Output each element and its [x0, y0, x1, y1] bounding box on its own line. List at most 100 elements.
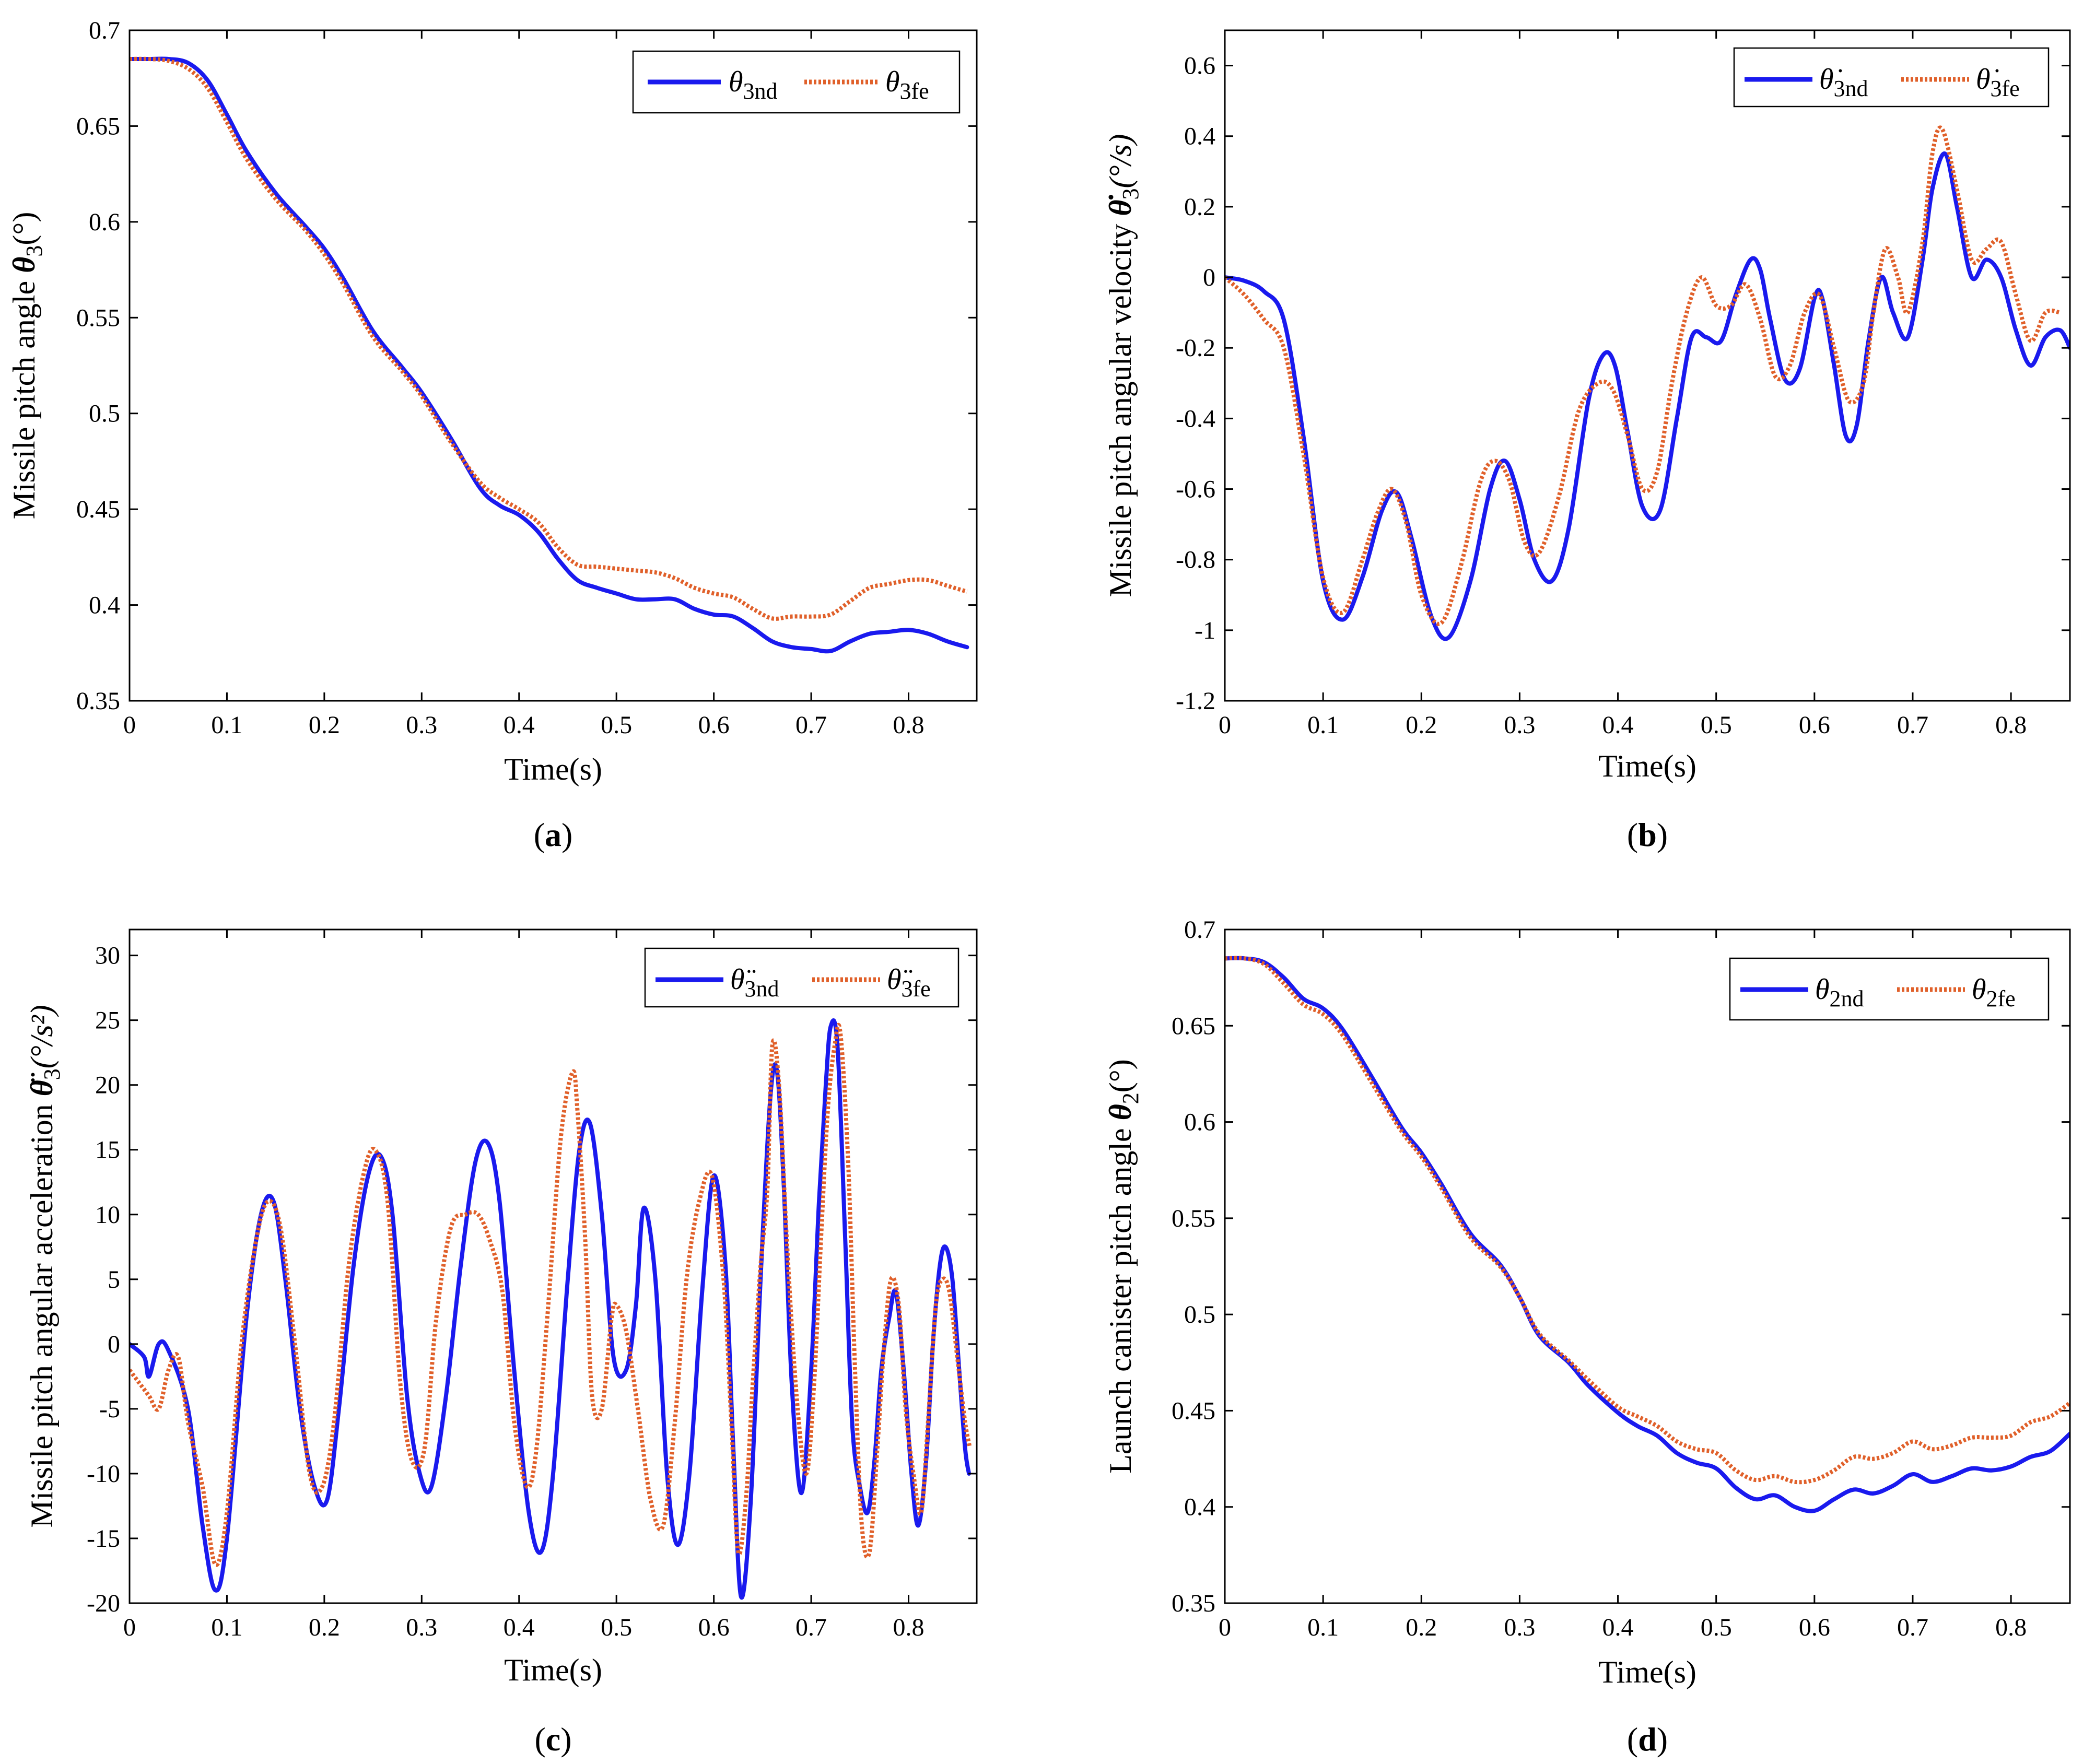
panel-b-series-nd — [1225, 151, 2070, 641]
panel-a-xlabel: Time(s) — [504, 752, 602, 786]
panel-c-plot-area: 0 0.1 0.2 0.3 0.4 0.5 0.6 0.7 0.8 -20 -15 -10 -5 0 5 1… — [87, 928, 978, 1641]
panel-c-y-ticklabels: -20 -15 -10 -5 0 5 10 15 20 25 30 — [87, 942, 120, 1617]
panel-c-ylabel: Missile pitch angular acceleration θ̈3(°… — [25, 1005, 65, 1527]
panel-c-caption-letter: c — [546, 1721, 560, 1758]
panel-a-xtick-label-6: 0.6 — [698, 711, 730, 739]
panel-b: 0 0.1 0.2 0.3 0.4 0.5 0.6 0.7 0.8 -1.2 -1 -0.8 -0.6… — [1103, 29, 2071, 853]
panel-d-series-nd — [1225, 956, 2070, 1513]
panel-b-ytick-label-4: -0.4 — [1176, 405, 1215, 432]
panel-b-ytick-label-7: 0.2 — [1184, 193, 1215, 221]
panel-b-xtick-label-3: 0.3 — [1504, 711, 1535, 739]
panel-d-xtick-label-4: 0.4 — [1602, 1614, 1634, 1641]
panel-b-tick-marks — [1224, 30, 2070, 702]
panel-c-legend-label-nd: θ̈3nd — [730, 963, 779, 1002]
panel-a: 0 0.1 0.2 0.3 0.4 0.5 0.6 0.7 0.8 0.35 0.4 0.45 0.5… — [7, 17, 978, 853]
panel-d-legend-symbol-nd: θ — [1815, 973, 1830, 1006]
panel-a-xtick-label-7: 0.7 — [795, 711, 827, 739]
panel-a-ylabel-unit: (°) — [7, 212, 41, 245]
panel-b-x-ticklabels: 0 0.1 0.2 0.3 0.4 0.5 0.6 0.7 0.8 — [1219, 711, 2027, 739]
panel-a-legend: θ3nd θ3fe — [632, 50, 961, 114]
panel-d-legend-sub-fe: 2fe — [1986, 986, 2016, 1012]
panel-d-ytick-label-6: 0.65 — [1172, 1012, 1215, 1040]
panel-b-xtick-label-6: 0.6 — [1799, 711, 1830, 739]
panel-c-ytick-label-0: -20 — [87, 1590, 120, 1617]
panel-c-xtick-label-8: 0.8 — [893, 1614, 924, 1641]
panel-a-axes-frame — [128, 29, 978, 702]
panel-a-ytick-label-1: 0.4 — [89, 592, 120, 619]
panel-b-ytick-label-0: -1.2 — [1176, 687, 1215, 715]
panel-c-xtick-label-4: 0.4 — [504, 1614, 535, 1641]
panel-a-ylabel-sub: 3 — [21, 245, 47, 257]
panel-d-series-fe — [1225, 956, 2070, 1485]
panel-d-xtick-label-7: 0.7 — [1897, 1614, 1928, 1641]
panel-a-ytick-label-4: 0.55 — [76, 304, 120, 332]
panel-d-ytick-label-3: 0.5 — [1184, 1301, 1215, 1328]
panel-a-xtick-label-5: 0.5 — [601, 711, 632, 739]
panel-b-axes-frame — [1224, 29, 2071, 702]
panel-b-legend-label-nd: θ̇3nd — [1819, 63, 1868, 101]
panel-a-ytick-label-7: 0.7 — [89, 17, 120, 44]
panel-b-xlabel: Time(s) — [1598, 749, 1696, 783]
panel-b-ytick-label-8: 0.4 — [1184, 123, 1215, 150]
panel-b-ytick-label-3: -0.6 — [1176, 476, 1215, 503]
panel-a-caption-letter: a — [545, 816, 561, 853]
panel-b-xtick-label-2: 0.2 — [1406, 711, 1437, 739]
panel-c-ytick-label-4: 0 — [108, 1331, 120, 1358]
panel-a-caption: (a) — [534, 816, 573, 853]
panel-c-series-nd — [130, 1018, 972, 1600]
panel-b-series-fe — [1225, 125, 2061, 626]
panel-d-ytick-label-7: 0.7 — [1184, 916, 1215, 944]
panel-c-caption: (c) — [534, 1721, 571, 1758]
panel-b-xtick-label-0: 0 — [1219, 711, 1231, 739]
panel-d-tick-marks — [1224, 928, 2070, 1604]
panel-c: 0 0.1 0.2 0.3 0.4 0.5 0.6 0.7 0.8 -20 -15 -10 -5 0 5 1… — [25, 928, 978, 1758]
panel-c-xtick-label-1: 0.1 — [211, 1614, 242, 1641]
panel-c-ytick-label-8: 20 — [95, 1072, 120, 1099]
panel-a-ytick-label-5: 0.6 — [89, 208, 120, 236]
panel-d-series — [1225, 956, 2070, 1513]
panel-c-xtick-label-0: 0 — [123, 1614, 136, 1641]
panel-a-ylabel-symbol: θ — [7, 257, 41, 273]
panel-a-xtick-label-3: 0.3 — [406, 711, 437, 739]
panel-c-ytick-label-7: 15 — [95, 1136, 120, 1164]
panel-d-xtick-label-5: 0.5 — [1701, 1614, 1732, 1641]
panel-d-y-ticklabels: 0.35 0.4 0.45 0.5 0.55 0.6 0.65 0.7 — [1172, 916, 1215, 1617]
panel-d-ylabel-text: Launch canister pitch angle — [1103, 1120, 1138, 1473]
panel-b-ytick-label-9: 0.6 — [1184, 52, 1215, 80]
panel-c-xtick-label-5: 0.5 — [601, 1614, 632, 1641]
panel-a-xtick-label-0: 0 — [123, 711, 136, 739]
panel-a-x-ticklabels: 0 0.1 0.2 0.3 0.4 0.5 0.6 0.7 0.8 — [123, 711, 924, 739]
panel-b-ylabel: Missile pitch angular velocity θ̇3(°/s) — [1103, 134, 1143, 597]
panel-c-legend: θ̈3nd θ̈3fe — [644, 947, 959, 1008]
panel-c-ytick-label-1: -15 — [87, 1525, 120, 1553]
panel-c-x-ticklabels: 0 0.1 0.2 0.3 0.4 0.5 0.6 0.7 0.8 — [123, 1614, 924, 1641]
panel-c-series — [130, 1018, 972, 1600]
panel-d-x-ticklabels: 0 0.1 0.2 0.3 0.4 0.5 0.6 0.7 0.8 — [1219, 1614, 2027, 1641]
panel-a-y-ticklabels: 0.35 0.4 0.45 0.5 0.55 0.6 0.65 0.7 — [76, 17, 120, 715]
panel-d-ylabel-symbol: θ — [1103, 1104, 1138, 1120]
panel-b-series — [1225, 125, 2070, 641]
panel-a-xtick-label-4: 0.4 — [504, 711, 535, 739]
panel-c-xtick-label-2: 0.2 — [309, 1614, 340, 1641]
panel-a-legend-label-nd: θ3nd — [729, 66, 778, 104]
panel-b-caption: (b) — [1627, 816, 1668, 853]
panel-d-legend-label-nd: θ2nd — [1815, 973, 1864, 1012]
panel-d-plot-area: 0 0.1 0.2 0.3 0.4 0.5 0.6 0.7 0.8 0.35 0.4 0.45 0.5… — [1172, 916, 2071, 1641]
panel-b-legend-sub-fe: 3fe — [1991, 76, 2020, 101]
panel-d-legend-symbol-fe: θ — [1972, 973, 1986, 1006]
panel-b-plot-area: 0 0.1 0.2 0.3 0.4 0.5 0.6 0.7 0.8 -1.2 -1 -0.8 -0.6… — [1176, 29, 2071, 739]
panel-a-ytick-label-6: 0.65 — [76, 112, 120, 140]
panel-a-legend-symbol-nd: θ — [729, 66, 743, 98]
panel-b-ytick-label-2: -0.8 — [1176, 546, 1215, 574]
panel-b-ylabel-sub: 3 — [1118, 188, 1143, 199]
panel-d-caption-letter: d — [1638, 1721, 1657, 1758]
panel-d-legend: θ2nd θ2fe — [1729, 957, 2050, 1021]
panel-c-xlabel: Time(s) — [504, 1653, 602, 1687]
panel-a-ylabel: Missile pitch angle θ3(°) — [7, 212, 47, 520]
panel-a-ytick-label-3: 0.5 — [89, 400, 120, 428]
panel-d-xtick-label-8: 0.8 — [1995, 1614, 2027, 1641]
panel-d-ytick-label-0: 0.35 — [1172, 1590, 1215, 1617]
panel-a-xtick-label-8: 0.8 — [893, 711, 924, 739]
panel-c-series-fe — [130, 1022, 972, 1567]
